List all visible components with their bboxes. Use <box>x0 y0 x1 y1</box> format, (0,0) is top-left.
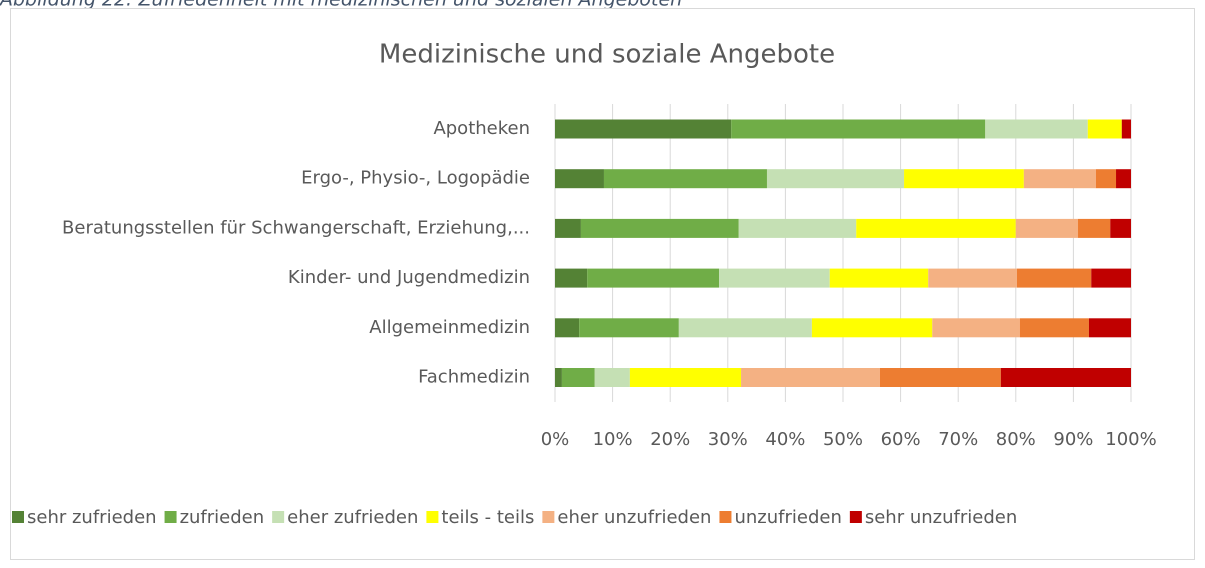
caption: Abbildung 22: Zufriedenheit mit medizini… <box>0 0 682 11</box>
legend-swatch <box>849 511 862 523</box>
bar-segment <box>985 119 1088 139</box>
bar-segment <box>1110 218 1131 238</box>
bar-segment <box>829 268 929 288</box>
legend-label: sehr unzufrieden <box>865 507 1017 528</box>
bar-segment <box>561 368 595 387</box>
x-tick-label: 30% <box>708 429 748 450</box>
legend-label: zufrieden <box>180 507 265 528</box>
legend-label: eher unzufrieden <box>557 507 711 528</box>
legend-label: eher zufrieden <box>287 507 418 528</box>
bar-segment <box>1023 169 1096 189</box>
x-tick-label: 10% <box>593 429 633 450</box>
bar-segment <box>603 169 767 189</box>
bar-segment <box>1000 368 1131 387</box>
bar-segment <box>587 268 720 288</box>
bar-segment <box>932 318 1020 338</box>
bar-segment <box>1078 218 1111 238</box>
bar-segment <box>1088 318 1131 338</box>
bar-segment <box>766 169 905 189</box>
y-tick-label: Fachmedizin <box>418 367 530 388</box>
bar-segment <box>555 318 580 338</box>
bar-segment <box>719 268 830 288</box>
legend-swatch <box>719 511 732 523</box>
bar-segment <box>555 119 732 139</box>
bar-segment <box>1091 268 1131 288</box>
bar-segment <box>555 218 581 238</box>
bar-segment <box>1016 268 1092 288</box>
x-tick-label: 80% <box>996 429 1036 450</box>
bar-segment <box>629 368 742 387</box>
legend-label: sehr zufrieden <box>27 507 157 528</box>
bar-segment <box>738 218 857 238</box>
legend-swatch <box>12 511 24 523</box>
bar-segment <box>731 119 986 139</box>
bar-segment <box>928 268 1017 288</box>
x-tick-label: 100% <box>1105 429 1156 450</box>
x-tick-label: 0% <box>541 429 570 450</box>
chart-title: Medizinische und soziale Angebote <box>379 40 835 70</box>
bar-segment <box>904 169 1024 189</box>
y-tick-label: Apotheken <box>433 118 530 139</box>
legend-swatch <box>272 511 285 523</box>
bar-segment <box>678 318 812 338</box>
bar-segment <box>1121 119 1131 139</box>
legend-label: teils - teils <box>441 507 534 528</box>
x-tick-label: 50% <box>823 429 863 450</box>
bar-segment <box>579 318 679 338</box>
bar-segment <box>1116 169 1131 189</box>
legend-swatch <box>164 511 177 523</box>
bar-segment <box>1087 119 1122 139</box>
legend-swatch <box>426 511 439 523</box>
y-tick-label: Allgemeinmedizin <box>369 317 530 338</box>
x-tick-label: 60% <box>881 429 921 450</box>
bar-segment <box>1095 169 1117 189</box>
bar-segment <box>555 169 604 189</box>
x-tick-label: 90% <box>1053 429 1093 450</box>
bar-segment <box>741 368 880 387</box>
bar-segment <box>811 318 933 338</box>
legend-swatch <box>542 511 555 523</box>
legend-label: unzufrieden <box>734 507 841 528</box>
bar-segment <box>555 268 588 288</box>
y-tick-label: Kinder- und Jugendmedizin <box>288 267 530 288</box>
x-tick-label: 70% <box>938 429 978 450</box>
y-tick-label: Ergo-, Physio-, Logopädie <box>301 168 530 189</box>
bar-segment <box>555 368 562 387</box>
bar-segment <box>594 368 630 387</box>
bar-segment <box>1015 218 1079 238</box>
bar-segment <box>856 218 1016 238</box>
bar-segment <box>580 218 739 238</box>
bar-segment <box>1019 318 1089 338</box>
y-tick-label: Beratungsstellen für Schwangerschaft, Er… <box>62 217 530 238</box>
x-tick-label: 40% <box>765 429 805 450</box>
bar-segment <box>879 368 1001 387</box>
x-tick-label: 20% <box>650 429 690 450</box>
